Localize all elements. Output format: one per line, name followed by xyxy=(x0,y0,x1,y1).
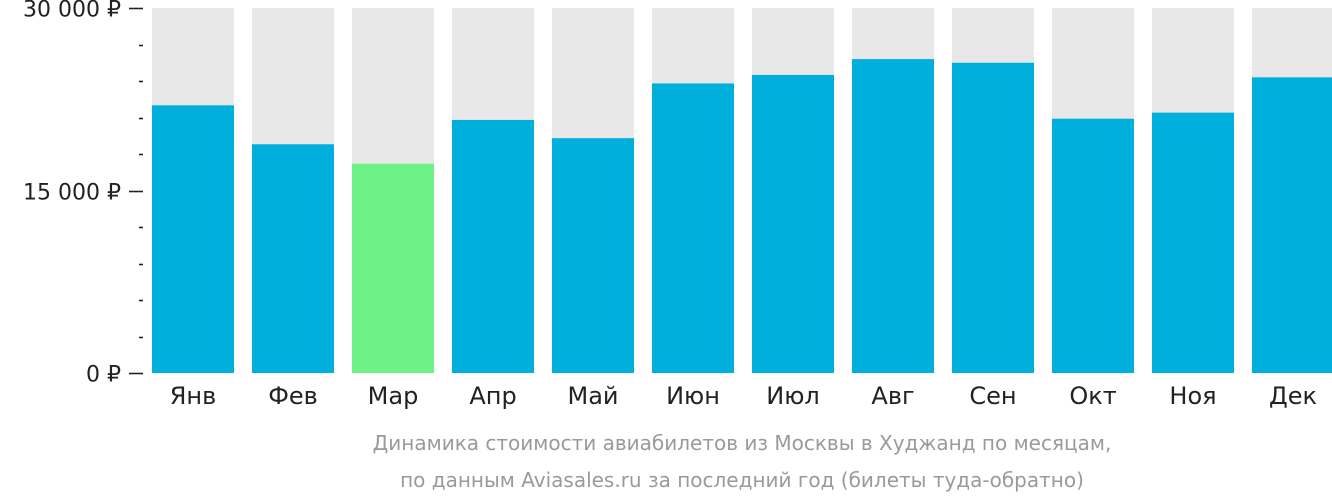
x-tick-label: Апр xyxy=(469,382,516,410)
x-tick-label: Мар xyxy=(368,382,419,410)
bar-7[interactable] xyxy=(752,74,834,374)
x-axis-labels: Янв Фев Мар Апр Май Июн Июл Авг Сен Окт Ноя Дек xyxy=(170,382,1317,410)
bar-4[interactable] xyxy=(452,119,534,373)
y-axis: 0 ₽ 15 000 ₽ 30 000 ₽ xyxy=(23,0,143,388)
y-tick-label: 15 000 ₽ xyxy=(23,181,121,206)
chart-caption-line-1: Динамика стоимости авиабилетов из Москвы… xyxy=(373,431,1112,455)
bar-2[interactable] xyxy=(252,144,334,373)
bar-9[interactable] xyxy=(952,62,1034,373)
bar-8[interactable] xyxy=(852,59,934,373)
x-tick-label: Янв xyxy=(170,382,217,410)
bar-10[interactable] xyxy=(1052,118,1134,373)
x-tick-label: Ноя xyxy=(1169,382,1216,410)
x-tick-label: Окт xyxy=(1069,382,1116,410)
x-tick-label: Июн xyxy=(666,382,720,410)
x-tick-label: Дек xyxy=(1269,382,1317,410)
bar-5[interactable] xyxy=(552,138,634,373)
bar-3[interactable] xyxy=(352,163,434,373)
bar-1[interactable] xyxy=(152,105,234,373)
bar-6[interactable] xyxy=(652,83,734,373)
chart-caption-line-2: по данным Aviasales.ru за последний год … xyxy=(400,468,1084,492)
bar-12[interactable] xyxy=(1252,77,1332,373)
x-tick-label: Фев xyxy=(268,382,318,410)
x-tick-label: Сен xyxy=(969,382,1016,410)
x-tick-label: Авг xyxy=(871,382,914,410)
y-tick-label: 0 ₽ xyxy=(86,363,121,388)
bar-11[interactable] xyxy=(1152,112,1234,373)
x-tick-label: Июл xyxy=(766,382,820,410)
x-tick-label: Май xyxy=(567,382,618,410)
bars xyxy=(152,8,1332,374)
y-tick-label: 30 000 ₽ xyxy=(23,0,121,23)
